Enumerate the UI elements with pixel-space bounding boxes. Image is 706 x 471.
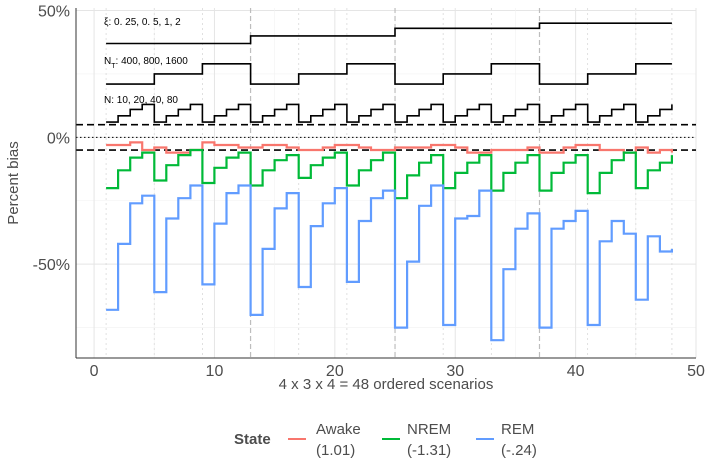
- legend-label-nrem: NREM: [407, 421, 451, 438]
- y-tick-label: -50%: [33, 257, 70, 274]
- nested-label-nt-sub: T: [111, 63, 116, 70]
- x-tick-label: 30: [446, 363, 464, 380]
- y-tick-label: 50%: [38, 4, 70, 21]
- legend-value-awake: (1.01): [316, 442, 355, 459]
- legend-value-nrem: (-1.31): [407, 442, 451, 459]
- axes: [75, 8, 696, 359]
- legend-value-rem: (-.24): [501, 442, 537, 459]
- x-tick-label: 20: [326, 363, 344, 380]
- series-line-rem: [106, 184, 673, 342]
- y-tick-label: 0%: [47, 130, 70, 147]
- nested-label-nt-rest: : 400, 800, 1600: [116, 56, 189, 67]
- data-series: [106, 141, 673, 342]
- x-tick-label: 0: [90, 363, 99, 380]
- nested-label-nt-main: N: [104, 56, 111, 67]
- x-axis-title: 4 x 3 x 4 = 48 ordered scenarios: [279, 376, 494, 393]
- nested-step-nt: [106, 63, 672, 85]
- x-tick-label: 10: [206, 363, 224, 380]
- legend-title: State: [234, 431, 271, 448]
- nested-label-nt: NT: 400, 800, 1600: [104, 56, 188, 70]
- nested-label-xi: ξ: 0. 25, 0. 5, 1, 2: [104, 17, 181, 28]
- x-tick-label: 40: [567, 363, 585, 380]
- legend: State Awake (1.01) NREM (-1.31) REM (-.2…: [234, 421, 537, 459]
- nested-step-xi: [106, 22, 672, 45]
- legend-label-awake: Awake: [316, 421, 361, 438]
- tick-labels: 0 10 20 30 40 50 50% 0% -50%: [33, 4, 705, 380]
- legend-label-rem: REM: [501, 421, 534, 438]
- nested-label-n: N: 10, 20, 40, 80: [104, 95, 178, 106]
- nested-labels: ξ: 0. 25, 0. 5, 1, 2 NT: 400, 800, 1600 …: [104, 17, 188, 106]
- nested-loop-steps: [106, 22, 673, 123]
- x-tick-label: 50: [687, 363, 705, 380]
- series-line-nrem: [106, 148, 673, 200]
- y-axis-title: Percent bias: [5, 141, 22, 224]
- nested-step-n: [106, 103, 673, 123]
